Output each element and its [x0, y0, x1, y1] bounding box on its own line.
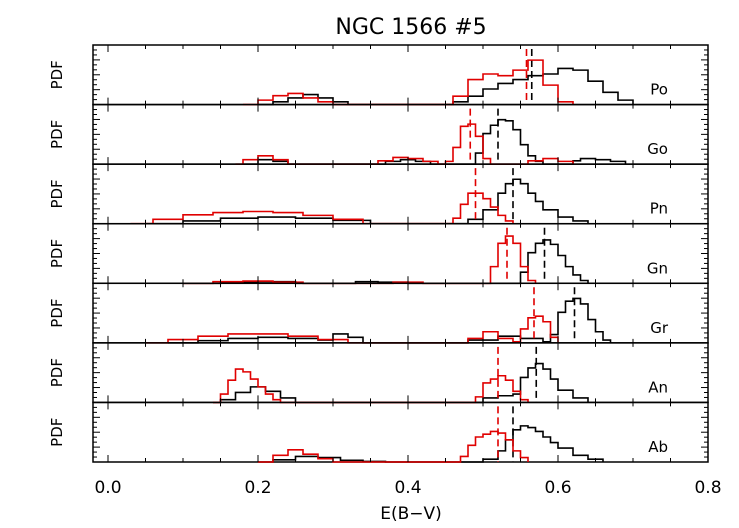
y-axis-label: PDF: [48, 179, 66, 208]
x-axis: 0.0 0.2 0.4 0.6 0.8: [94, 478, 721, 498]
panel-frame: [92, 282, 709, 344]
black-histogram: [145, 178, 589, 225]
panel-Po: PDF Po: [48, 44, 709, 106]
panel-frame: [92, 222, 709, 285]
panel-label: Po: [650, 81, 668, 99]
x-tick-label: 0.2: [244, 478, 271, 498]
panel-label: Gn: [647, 259, 668, 277]
panel-frame: [92, 342, 709, 404]
panel-Gn: PDF Gn: [48, 222, 709, 285]
y-axis-label: PDF: [48, 60, 66, 89]
red-histogram: [258, 430, 529, 463]
y-axis-label: PDF: [48, 120, 66, 149]
black-histogram: [243, 118, 627, 165]
black-histogram: [213, 362, 589, 404]
red-histogram: [183, 235, 537, 285]
panel-label: Pn: [650, 200, 668, 218]
y-axis-label: PDF: [48, 239, 66, 268]
panel-Gr: PDF Gr: [48, 282, 709, 344]
panel-Pn: PDF Pn: [48, 163, 709, 225]
panel-label: Gr: [650, 319, 669, 337]
x-tick-label: 0.8: [694, 478, 721, 498]
red-histogram: [130, 192, 514, 225]
panels-group: PDF Po PDF Go PDF Pn PDF Gn PDF Gr PDF An PDF Ab: [48, 44, 709, 463]
black-histogram: [258, 425, 604, 463]
red-histogram: [145, 315, 559, 344]
panel-Go: PDF Go: [48, 103, 709, 165]
panel-frame: [92, 103, 709, 165]
black-histogram: [258, 67, 634, 106]
panel-label: Ab: [648, 438, 668, 456]
x-axis-label: E(B−V): [380, 504, 442, 524]
black-histogram: [168, 297, 612, 344]
red-histogram: [243, 59, 574, 106]
y-axis-label: PDF: [48, 358, 66, 387]
panel-frame: [92, 44, 709, 106]
y-axis-label: PDF: [48, 418, 66, 447]
panel-label: An: [648, 378, 668, 396]
chart-title: NGC 1566 #5: [335, 15, 486, 40]
x-tick-label: 0.4: [394, 478, 421, 498]
panel-Ab: PDF Ab: [48, 401, 709, 463]
x-tick-label: 0.0: [94, 478, 121, 498]
panel-label: Go: [647, 140, 668, 158]
red-histogram: [213, 368, 529, 404]
panel-An: PDF An: [48, 342, 709, 404]
x-tick-label: 0.6: [544, 478, 571, 498]
panel-frame: [92, 401, 709, 463]
y-axis-label: PDF: [48, 298, 66, 327]
